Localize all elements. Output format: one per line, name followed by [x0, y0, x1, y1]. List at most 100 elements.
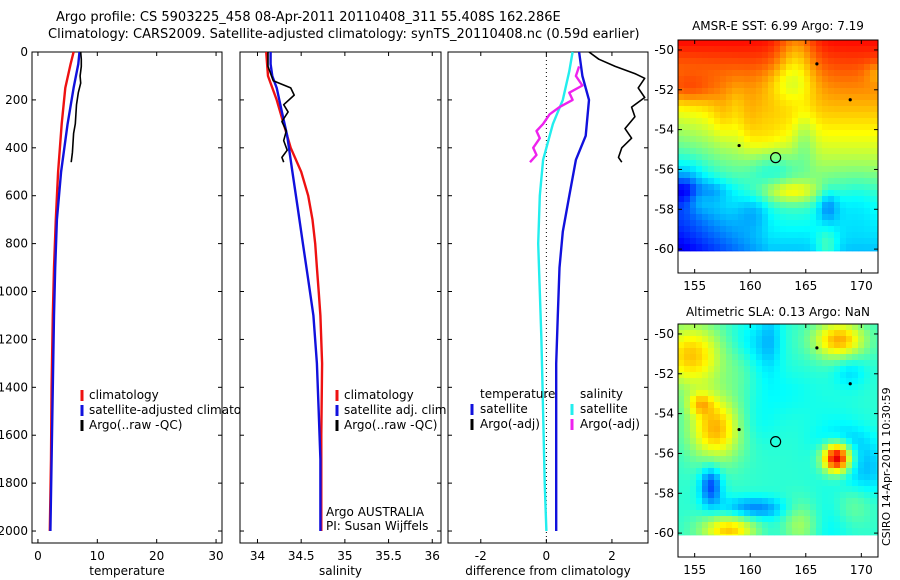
sla-cell — [810, 534, 817, 536]
sst-cell — [744, 94, 751, 101]
sst-cell — [762, 184, 769, 191]
sst-cell — [756, 52, 763, 59]
sst-cell — [678, 82, 685, 89]
sla-cell — [756, 534, 763, 536]
sst-cell — [840, 70, 847, 77]
sla-cell — [744, 456, 751, 463]
sst-cell — [732, 58, 739, 65]
sla-title: Altimetric SLA: 0.13 Argo: NaN — [686, 305, 870, 319]
sla-cell — [714, 444, 721, 451]
sst-cell — [678, 232, 685, 239]
sla-cell — [798, 522, 805, 529]
sla-cell — [732, 408, 739, 415]
sst-cell — [834, 190, 841, 197]
sst-cell — [840, 178, 847, 185]
sla-cell — [768, 444, 775, 451]
sst-cell — [690, 184, 697, 191]
sst-cell — [828, 112, 835, 119]
sla-cell — [798, 324, 805, 331]
sla-cell — [816, 438, 823, 445]
sla-cell — [732, 414, 739, 421]
sla-cell — [714, 396, 721, 403]
sla-cell — [768, 402, 775, 409]
sla-cell — [834, 492, 841, 499]
sla-cell — [774, 336, 781, 343]
sst-cell — [696, 40, 703, 47]
sst-cell — [780, 154, 787, 161]
sla-cell — [690, 420, 697, 427]
sst-cell — [780, 232, 787, 239]
temperature-xtick-label: 0 — [34, 549, 42, 563]
sst-cell — [690, 46, 697, 53]
sst-cell — [804, 142, 811, 149]
sla-cell — [810, 462, 817, 469]
sla-cell — [732, 468, 739, 475]
sla-cell — [846, 444, 853, 451]
sla-cell — [708, 528, 715, 535]
sla-cell — [780, 504, 787, 511]
sst-cell — [828, 160, 835, 167]
sla-cell — [744, 426, 751, 433]
sla-cell — [804, 450, 811, 457]
sst-cell — [750, 52, 757, 59]
sst-cell — [684, 250, 691, 252]
sst-cell — [744, 118, 751, 125]
sla-cell — [858, 366, 865, 373]
sst-cell — [792, 196, 799, 203]
sst-cell — [726, 226, 733, 233]
sla-cell — [780, 462, 787, 469]
sst-cell — [738, 226, 745, 233]
sst-cell — [828, 106, 835, 113]
temperature-series-2 — [70, 51, 83, 163]
sst-cell — [714, 244, 721, 251]
sla-cell — [834, 390, 841, 397]
sst-cell — [792, 88, 799, 95]
sst-cell — [870, 76, 877, 83]
sla-cell — [768, 510, 775, 517]
sla-cell — [696, 396, 703, 403]
sla-cell — [870, 402, 877, 409]
sst-cell — [756, 184, 763, 191]
sla-cell — [810, 348, 817, 355]
sla-cell — [786, 366, 793, 373]
sst-cell — [852, 202, 859, 209]
sst-cell — [684, 172, 691, 179]
sst-cell — [732, 142, 739, 149]
sla-cell — [708, 396, 715, 403]
sla-cell — [732, 486, 739, 493]
sla-cell — [678, 474, 685, 481]
sst-cell — [774, 124, 781, 131]
sla-cell — [864, 390, 871, 397]
sla-cell — [786, 522, 793, 529]
sla-cell — [810, 486, 817, 493]
sst-cell — [816, 244, 823, 251]
sst-cell — [870, 70, 877, 77]
sst-cell — [780, 166, 787, 173]
sla-cell — [774, 456, 781, 463]
sst-cell — [684, 64, 691, 71]
sst-cell — [810, 94, 817, 101]
sla-cell — [822, 504, 829, 511]
sla-cell — [684, 408, 691, 415]
sst-cell — [720, 208, 727, 215]
sst-cell — [792, 52, 799, 59]
sst-cell — [714, 82, 721, 89]
sla-cell — [816, 330, 823, 337]
sla-cell — [768, 498, 775, 505]
sst-cell — [840, 88, 847, 95]
sla-cell — [840, 402, 847, 409]
sla-cell — [780, 408, 787, 415]
sla-cell — [684, 342, 691, 349]
difference-series-3 — [529, 66, 584, 164]
sla-cell — [828, 444, 835, 451]
sst-cell — [828, 244, 835, 251]
sla-cell — [858, 336, 865, 343]
sla-cell — [804, 360, 811, 367]
temperature-legend-label: Argo(..raw -QC) — [89, 418, 182, 432]
sst-cell — [852, 226, 859, 233]
sst-cell — [708, 100, 715, 107]
sst-cell — [876, 250, 879, 252]
sla-cell — [810, 516, 817, 523]
temperature-ytick-label: 2000 — [0, 524, 28, 538]
sla-cell — [810, 444, 817, 451]
